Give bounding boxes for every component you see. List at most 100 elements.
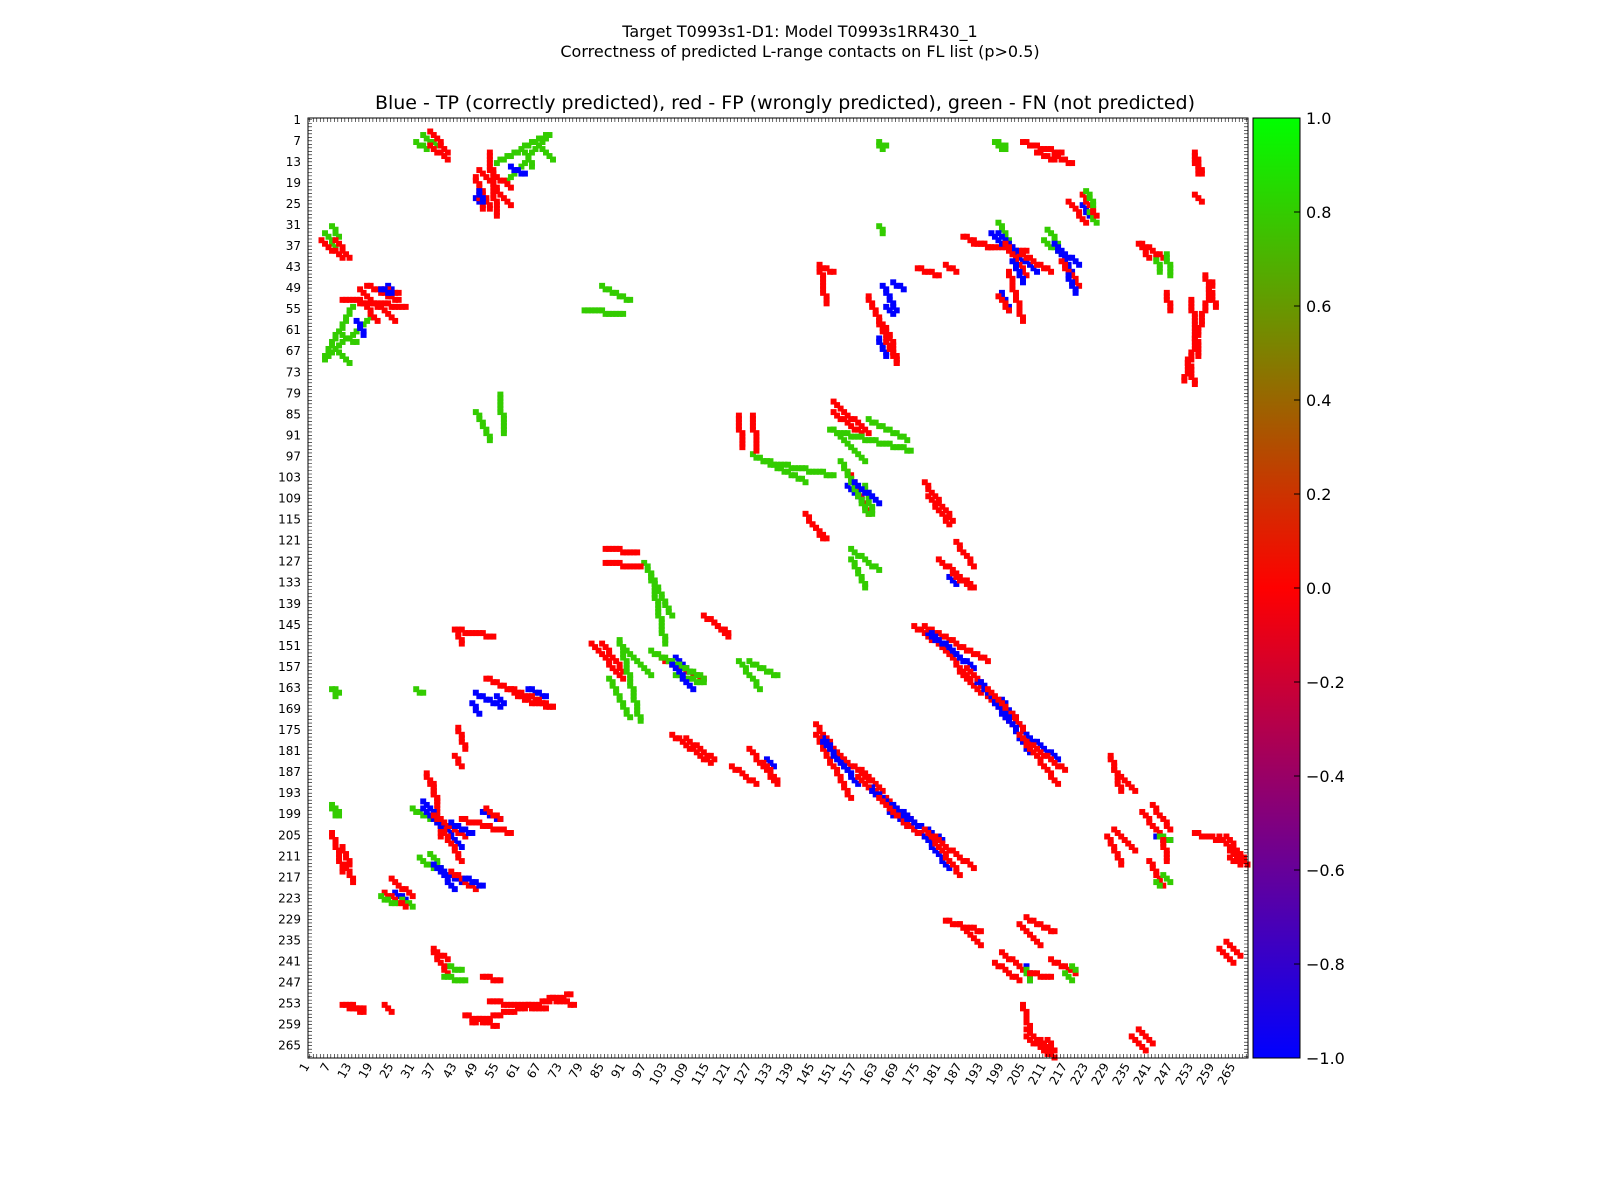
contact-cell-fn: [669, 658, 676, 665]
contact-cell-fp: [609, 545, 616, 552]
contact-cell-fp: [1037, 749, 1044, 756]
contact-cell-fp: [627, 549, 634, 556]
contact-cell-fp: [1114, 854, 1121, 861]
contact-cell-fp: [1079, 191, 1086, 198]
colorbar-tick-label: 1.0: [1306, 109, 1331, 128]
contact-cell-fp: [441, 963, 448, 970]
contact-cell-fp: [455, 851, 462, 858]
contact-cell-fp: [1191, 335, 1198, 342]
contact-cell-fn: [686, 675, 693, 682]
contact-cell-fn: [876, 566, 883, 573]
contact-cell-fp: [1149, 823, 1156, 829]
contact-cell-fp: [455, 724, 462, 731]
contact-cell-fp: [855, 773, 862, 780]
contact-cell-fp: [1184, 356, 1191, 363]
contact-cell-fp: [1146, 254, 1153, 261]
contact-cell-fp: [535, 696, 542, 703]
contact-cell-fn: [462, 977, 469, 984]
y-tick-label: 187: [278, 765, 301, 779]
contact-cell-fp: [970, 240, 977, 247]
contact-cell-fn: [855, 451, 862, 458]
contact-cell-fp: [1132, 847, 1139, 854]
contact-cell-fn: [497, 402, 504, 409]
contact-cell-fp: [637, 563, 644, 570]
contact-cell-fp: [749, 423, 756, 430]
contact-cell-fn: [329, 686, 335, 693]
contact-cell-fp: [823, 735, 830, 742]
contact-cell-fp: [823, 535, 830, 542]
contact-cell-tp: [497, 696, 504, 703]
contact-cell-fp: [1156, 251, 1163, 258]
contact-cell-fn: [897, 444, 904, 451]
contact-cell-fp: [1051, 149, 1058, 156]
contact-cell-fp: [1058, 258, 1065, 265]
contact-cell-fp: [374, 286, 381, 293]
contact-cell-fp: [1041, 973, 1048, 980]
contact-cell-fn: [1023, 966, 1030, 973]
contact-cell-fp: [911, 623, 918, 630]
contact-cell-fp: [500, 826, 507, 833]
contact-cell-tp: [497, 703, 504, 710]
contact-cell-fn: [434, 858, 441, 865]
contact-cell-fn: [897, 433, 904, 440]
contact-cell-fp: [1107, 756, 1114, 763]
contact-cell-fp: [1016, 310, 1023, 317]
contact-cell-fp: [1037, 921, 1044, 928]
contact-cell-fn: [858, 552, 865, 559]
x-tick-label: 43: [440, 1061, 460, 1081]
contact-cell-fn: [785, 468, 791, 475]
contact-cell-fn: [528, 149, 535, 156]
contact-cell-tp: [1030, 738, 1037, 745]
contact-cell-tp: [1065, 272, 1072, 279]
contact-cell-fp: [1226, 837, 1233, 843]
contact-cell-fp: [1209, 833, 1216, 840]
contact-cell-tp: [886, 296, 893, 303]
contact-cell-fp: [753, 756, 760, 763]
contact-cell-fp: [392, 289, 399, 296]
contact-cell-fp: [949, 637, 956, 644]
colorbar-tick-label: −0.8: [1306, 955, 1345, 974]
contact-cell-fp: [1118, 858, 1125, 865]
contact-cell-tp: [851, 489, 858, 496]
contact-cell-fp: [1198, 167, 1205, 174]
x-tick-label: 79: [566, 1061, 586, 1081]
contact-cell-fn: [595, 307, 602, 314]
contact-cell-tp: [479, 882, 486, 889]
x-tick-label: 157: [836, 1061, 860, 1088]
contact-cell-fn: [518, 163, 525, 170]
contact-cell-fp: [385, 300, 392, 307]
contact-cell-tp: [1013, 724, 1019, 731]
contact-cell-fp: [518, 693, 525, 700]
contact-cell-fp: [535, 1001, 542, 1008]
contact-cell-fp: [977, 942, 984, 949]
contact-cell-fp: [953, 268, 960, 275]
contact-cell-fp: [332, 237, 339, 244]
contact-cell-fp: [1240, 854, 1247, 861]
contact-cell-fp: [1009, 710, 1016, 717]
contact-cell-fp: [532, 1001, 539, 1008]
contact-cell-fp: [700, 756, 707, 763]
contact-cell-fn: [1086, 195, 1093, 202]
contact-cell-fp: [1048, 268, 1055, 275]
contact-cell-fp: [876, 314, 883, 321]
contact-cell-fp: [430, 945, 437, 952]
contact-cell-fp: [1128, 844, 1135, 850]
contact-cell-fn: [1153, 879, 1160, 886]
contact-cell-fn: [648, 577, 655, 584]
contact-cell-fp: [402, 303, 409, 310]
contact-cell-fp: [472, 1015, 479, 1022]
contact-cell-fp: [753, 430, 760, 437]
contact-cell-fp: [1198, 198, 1205, 205]
contact-cell-fn: [1163, 837, 1170, 843]
contact-cell-fp: [735, 766, 742, 773]
contact-cell-fn: [1156, 261, 1163, 268]
contact-cell-fn: [820, 468, 827, 475]
contact-cell-fn: [616, 693, 623, 700]
contact-cell-fp: [946, 637, 953, 644]
contact-cell-tp: [486, 696, 493, 703]
contact-cell-fn: [514, 149, 521, 156]
contact-cell-fp: [1048, 146, 1055, 153]
contact-cell-tp: [441, 872, 448, 879]
contact-cell-tp: [430, 808, 437, 815]
